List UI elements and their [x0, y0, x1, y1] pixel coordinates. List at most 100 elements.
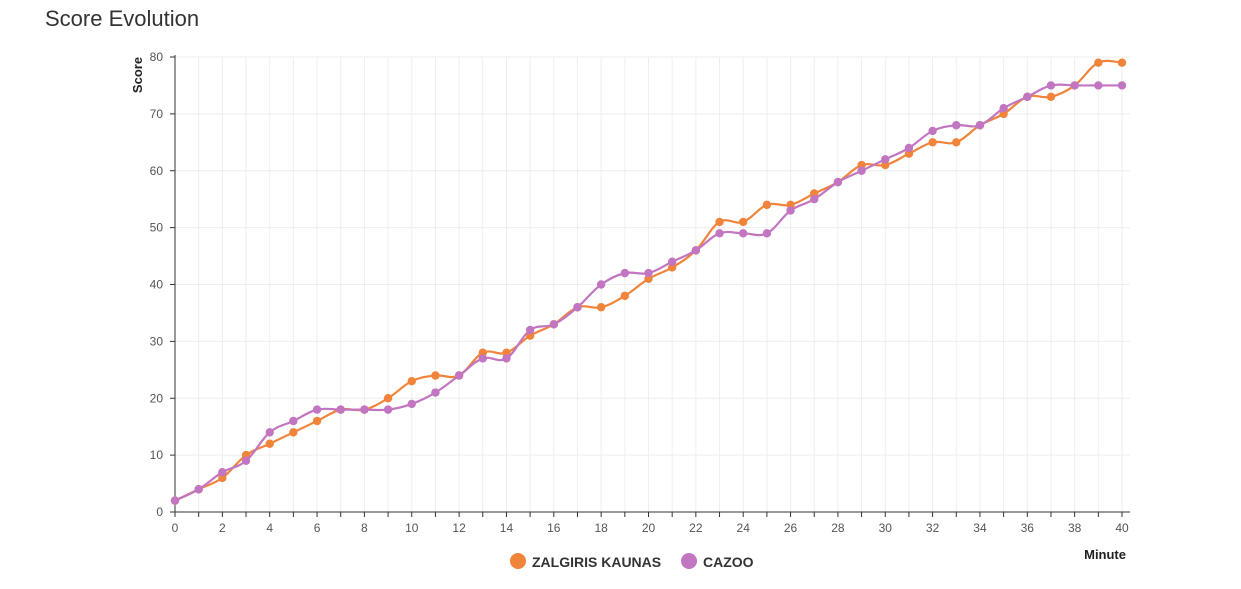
series-cazoo: [170, 81, 1127, 505]
y-tick-label: 10: [150, 448, 164, 462]
x-axis-title: Minute: [1084, 547, 1126, 562]
y-axis-title: Score: [130, 57, 145, 93]
legend-marker-zalgiris-kaunas: [510, 553, 526, 569]
data-point-cazoo: [928, 126, 937, 136]
data-point-zalgiris-kaunas: [407, 376, 416, 386]
legend-marker-cazoo: [681, 553, 697, 569]
data-point-cazoo: [810, 194, 819, 204]
data-point-zalgiris-kaunas: [596, 303, 606, 312]
data-point-cazoo: [667, 257, 677, 266]
x-tick-label: 16: [547, 521, 561, 535]
legend-item-cazoo[interactable]: CAZOO: [681, 553, 754, 570]
x-tick-label: 20: [642, 521, 656, 535]
data-point-cazoo: [975, 121, 985, 130]
data-point-cazoo: [525, 325, 535, 335]
y-tick-label: 20: [150, 391, 164, 405]
y-tick-label: 40: [150, 278, 164, 292]
chart-grid: [175, 56, 1130, 512]
data-point-cazoo: [881, 155, 890, 164]
data-point-cazoo: [170, 496, 180, 505]
data-point-cazoo: [336, 405, 345, 414]
data-point-cazoo: [644, 268, 653, 278]
data-point-zalgiris-kaunas: [1094, 58, 1103, 67]
data-point-zalgiris-kaunas: [1046, 92, 1056, 102]
x-tick-label: 32: [926, 521, 940, 535]
data-point-cazoo: [454, 371, 464, 380]
data-point-cazoo: [360, 405, 369, 414]
data-point-cazoo: [1117, 81, 1127, 90]
data-point-cazoo: [762, 229, 772, 238]
legend-label-zalgiris-kaunas: ZALGIRIS KAUNAS: [532, 554, 661, 570]
data-point-zalgiris-kaunas: [739, 217, 748, 227]
data-point-cazoo: [833, 177, 843, 187]
page-title: Score Evolution: [45, 6, 200, 31]
chart-legend[interactable]: ZALGIRIS KAUNAS CAZOO: [510, 553, 754, 570]
x-tick-label: 36: [1021, 521, 1035, 535]
data-point-cazoo: [1023, 92, 1032, 102]
data-point-cazoo: [952, 121, 961, 130]
data-point-cazoo: [549, 320, 558, 329]
data-point-cazoo: [502, 354, 511, 363]
data-point-cazoo: [1046, 81, 1056, 90]
data-point-cazoo: [904, 143, 914, 153]
x-tick-label: 26: [784, 521, 798, 535]
x-tick-label: 0: [172, 521, 179, 535]
data-point-cazoo: [478, 354, 487, 363]
y-tick-label: 30: [150, 334, 164, 348]
data-point-cazoo: [194, 485, 203, 494]
x-tick-label: 22: [689, 521, 703, 535]
y-tick-label: 60: [150, 164, 164, 178]
y-tick-label: 0: [156, 505, 163, 519]
data-point-zalgiris-kaunas: [928, 138, 937, 147]
data-point-cazoo: [739, 229, 748, 238]
data-point-cazoo: [218, 467, 227, 477]
x-tick-label: 30: [879, 521, 893, 535]
legend-label-cazoo: CAZOO: [703, 554, 754, 570]
y-tick-label: 80: [150, 50, 164, 64]
data-point-cazoo: [265, 428, 274, 437]
x-tick-label: 14: [500, 521, 514, 535]
data-point-cazoo: [573, 303, 582, 312]
data-point-cazoo: [691, 246, 701, 255]
x-tick-label: 4: [266, 521, 273, 535]
x-tick-label: 38: [1068, 521, 1082, 535]
data-point-cazoo: [999, 103, 1008, 113]
x-tick-label: 18: [594, 521, 608, 535]
y-tick-label: 50: [150, 221, 164, 235]
data-point-cazoo: [715, 229, 724, 238]
data-point-cazoo: [786, 206, 795, 215]
chart-series: [170, 58, 1127, 505]
y-tick-label: 70: [150, 107, 164, 121]
data-point-cazoo: [407, 399, 416, 409]
data-point-zalgiris-kaunas: [383, 394, 393, 403]
data-point-cazoo: [289, 416, 298, 426]
data-point-cazoo: [383, 405, 393, 414]
data-point-zalgiris-kaunas: [762, 200, 772, 210]
data-point-cazoo: [1070, 81, 1079, 90]
data-point-cazoo: [596, 280, 606, 289]
data-point-cazoo: [1094, 81, 1103, 90]
data-point-zalgiris-kaunas: [289, 428, 298, 437]
data-point-cazoo: [312, 405, 322, 414]
data-point-cazoo: [620, 268, 630, 278]
data-point-cazoo: [857, 166, 866, 175]
data-point-zalgiris-kaunas: [620, 291, 630, 301]
x-tick-label: 40: [1115, 521, 1129, 535]
x-tick-label: 12: [452, 521, 466, 535]
data-point-zalgiris-kaunas: [265, 439, 274, 448]
x-tick-label: 6: [314, 521, 321, 535]
x-tick-label: 10: [405, 521, 419, 535]
legend-item-zalgiris-kaunas[interactable]: ZALGIRIS KAUNAS: [510, 553, 661, 570]
x-tick-label: 24: [737, 521, 751, 535]
data-point-zalgiris-kaunas: [431, 371, 440, 380]
data-point-zalgiris-kaunas: [715, 217, 724, 227]
x-tick-label: 8: [361, 521, 368, 535]
data-point-zalgiris-kaunas: [1117, 58, 1127, 67]
data-point-zalgiris-kaunas: [312, 416, 322, 426]
x-tick-label: 28: [831, 521, 845, 535]
data-point-cazoo: [431, 388, 440, 397]
data-point-zalgiris-kaunas: [952, 138, 961, 147]
data-point-cazoo: [241, 456, 251, 466]
